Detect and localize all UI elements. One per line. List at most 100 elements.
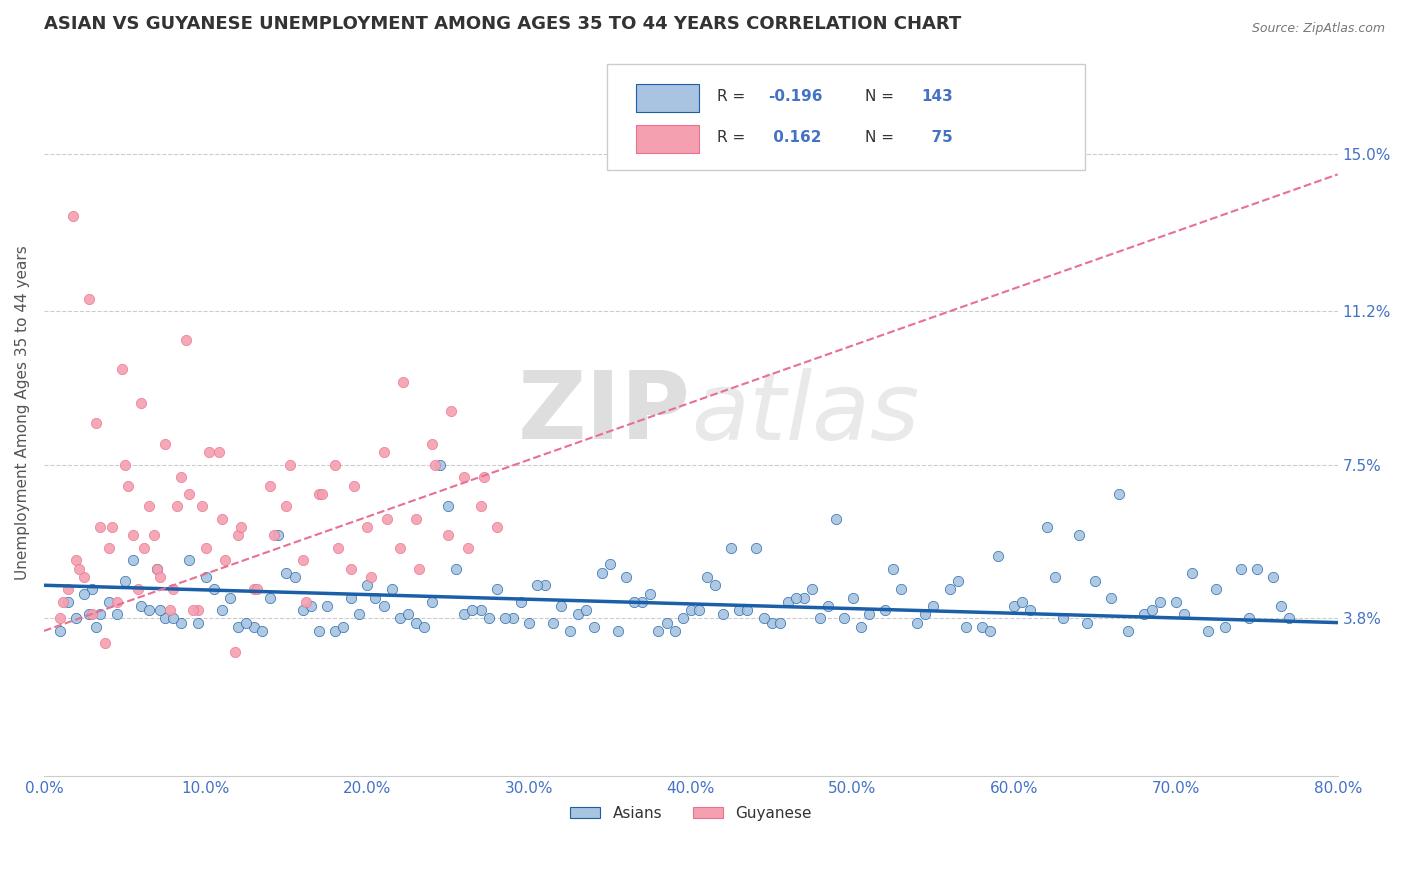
Point: [211, 603, 233, 617]
Point: [437, 500, 460, 514]
Point: [62, 209, 84, 223]
Point: [127, 582, 149, 597]
Point: [284, 570, 307, 584]
Point: [728, 603, 751, 617]
Point: [179, 487, 201, 501]
Point: [202, 582, 225, 597]
Point: [291, 603, 314, 617]
Point: [211, 512, 233, 526]
Point: [1132, 607, 1154, 622]
Point: [340, 561, 363, 575]
Point: [1270, 599, 1292, 613]
Point: [979, 624, 1001, 638]
Point: [259, 591, 281, 605]
Point: [142, 528, 165, 542]
Point: [170, 470, 193, 484]
Point: [235, 615, 257, 630]
Point: [153, 611, 176, 625]
Point: [688, 603, 710, 617]
Point: [1261, 570, 1284, 584]
Point: [631, 595, 654, 609]
Point: [987, 549, 1010, 564]
Point: [276, 566, 298, 580]
Point: [219, 591, 242, 605]
Point: [243, 582, 266, 597]
Point: [567, 607, 589, 622]
Point: [101, 520, 124, 534]
Point: [485, 520, 508, 534]
Point: [679, 603, 702, 617]
Point: [134, 541, 156, 555]
Point: [591, 566, 613, 580]
Point: [882, 561, 904, 575]
Point: [224, 645, 246, 659]
Point: [849, 620, 872, 634]
Point: [1140, 603, 1163, 617]
Point: [1164, 595, 1187, 609]
Text: R =: R =: [717, 89, 749, 103]
Point: [1035, 520, 1057, 534]
Point: [364, 591, 387, 605]
Text: atlas: atlas: [690, 368, 920, 458]
Text: R =: R =: [717, 130, 749, 145]
Point: [534, 578, 557, 592]
Point: [517, 615, 540, 630]
Point: [575, 603, 598, 617]
Point: [231, 520, 253, 534]
Point: [614, 570, 637, 584]
Point: [558, 624, 581, 638]
Point: [191, 500, 214, 514]
Text: Source: ZipAtlas.com: Source: ZipAtlas.com: [1251, 22, 1385, 36]
Point: [162, 611, 184, 625]
Point: [440, 404, 463, 418]
Point: [263, 528, 285, 542]
Point: [181, 603, 204, 617]
Point: [243, 620, 266, 634]
Point: [207, 445, 229, 459]
Point: [1011, 595, 1033, 609]
Point: [834, 611, 856, 625]
Text: ZIP: ZIP: [517, 367, 690, 459]
Point: [841, 591, 863, 605]
Point: [769, 615, 792, 630]
Point: [392, 375, 415, 389]
Point: [259, 478, 281, 492]
Point: [56, 582, 79, 597]
Text: -0.196: -0.196: [769, 89, 823, 103]
Point: [485, 582, 508, 597]
Point: [77, 607, 100, 622]
Point: [198, 445, 221, 459]
Point: [146, 561, 169, 575]
Point: [429, 458, 451, 472]
Point: [502, 611, 524, 625]
Text: N =: N =: [866, 130, 900, 145]
Point: [186, 603, 208, 617]
Point: [375, 512, 398, 526]
Point: [65, 553, 87, 567]
Point: [105, 607, 128, 622]
Point: [1181, 566, 1204, 580]
Legend: Asians, Guyanese: Asians, Guyanese: [564, 799, 818, 827]
Point: [761, 615, 783, 630]
Point: [82, 582, 104, 597]
Point: [1197, 624, 1219, 638]
Point: [179, 553, 201, 567]
Point: [437, 528, 460, 542]
Y-axis label: Unemployment Among Ages 35 to 44 years: Unemployment Among Ages 35 to 44 years: [15, 245, 30, 581]
Point: [655, 615, 678, 630]
Point: [343, 478, 366, 492]
Point: [1237, 611, 1260, 625]
Point: [1002, 599, 1025, 613]
Point: [1084, 574, 1107, 588]
Point: [955, 620, 977, 634]
Point: [420, 595, 443, 609]
Point: [704, 578, 727, 592]
Point: [170, 615, 193, 630]
Point: [94, 636, 117, 650]
Point: [299, 599, 322, 613]
Point: [97, 595, 120, 609]
Point: [858, 607, 880, 622]
Point: [110, 362, 132, 376]
Point: [311, 487, 333, 501]
Point: [793, 591, 815, 605]
